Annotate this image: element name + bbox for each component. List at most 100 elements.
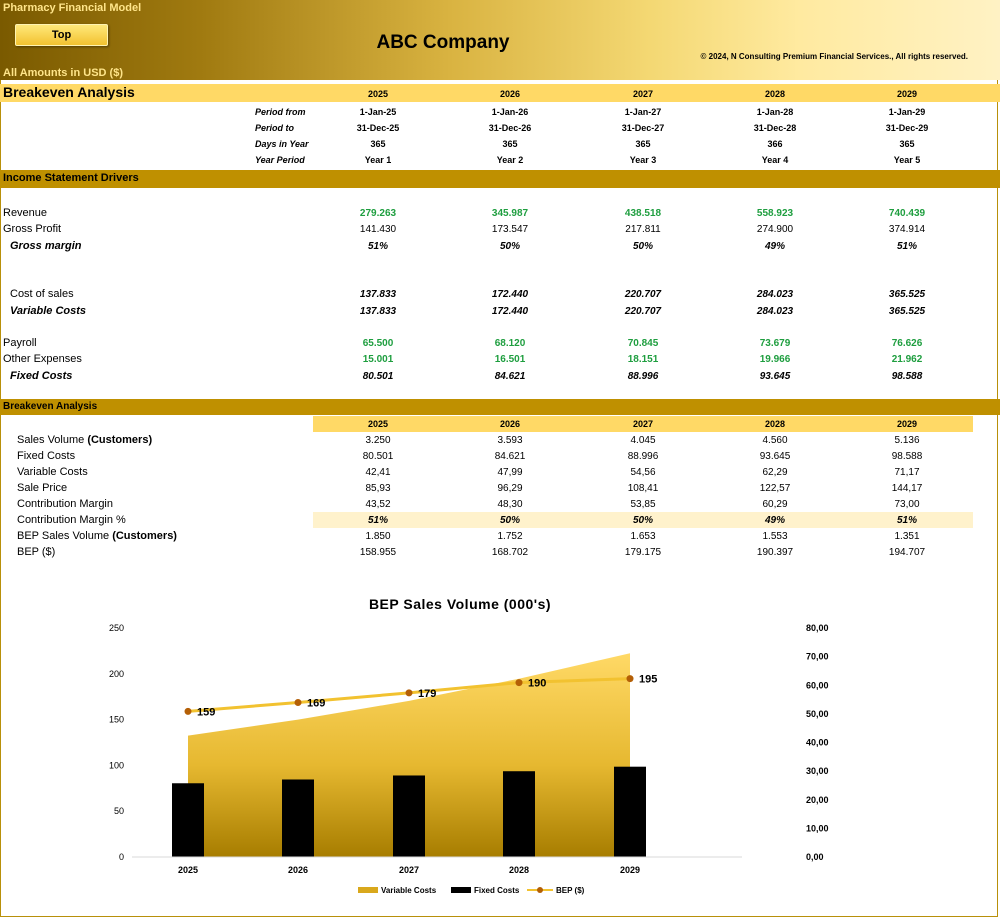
gross-margin-label: Gross margin xyxy=(10,240,82,252)
breakeven-bar xyxy=(0,399,1000,415)
revenue-value: 438.518 xyxy=(624,208,662,219)
other-expenses-value: 21.962 xyxy=(891,354,923,365)
year-header-cell: 2029 xyxy=(896,89,918,99)
fixed-costs-value: 98.588 xyxy=(891,371,923,382)
period-cell: 1-Jan-27 xyxy=(624,107,662,117)
sale-price-value: 85,93 xyxy=(365,483,391,494)
sales-volume-value: 3.593 xyxy=(497,435,523,446)
period-cell: 31-Dec-27 xyxy=(621,123,665,133)
bep-usd-value: 190.397 xyxy=(756,547,794,558)
contribution-margin-pct-value: 51% xyxy=(896,515,917,526)
payroll-value: 73.679 xyxy=(759,338,791,349)
payroll-value: 70.845 xyxy=(627,338,659,349)
year-header-cell: 2027 xyxy=(632,89,654,99)
sale-price-value: 96,29 xyxy=(497,483,523,494)
fixed-costs-value: 84.621 xyxy=(494,451,526,462)
drivers-title: Income Statement Drivers xyxy=(3,172,139,184)
revenue-value: 558.923 xyxy=(756,208,794,219)
gross-margin-value: 50% xyxy=(499,241,520,252)
sale-price-value: 122,57 xyxy=(759,483,791,494)
breakeven-year-cell: 2025 xyxy=(367,419,389,429)
cost-of-sales-value: 284.023 xyxy=(756,289,794,300)
period-cell: Year 2 xyxy=(496,155,524,165)
fixed-costs-value: 98.588 xyxy=(891,451,923,462)
variable-costs-value: 137.833 xyxy=(359,306,397,317)
variable-costs-value: 71,17 xyxy=(894,467,920,478)
contribution-margin-pct-value: 51% xyxy=(367,515,388,526)
breakeven-year-cell: 2028 xyxy=(764,419,786,429)
revenue-value: 740.439 xyxy=(888,208,926,219)
bep-volume-value: 1.351 xyxy=(894,531,920,542)
cost-of-sales-value: 137.833 xyxy=(359,289,397,300)
currency-note: All Amounts in USD ($) xyxy=(3,67,123,79)
contribution-margin-value: 53,85 xyxy=(630,499,656,510)
period-cell: 1-Jan-26 xyxy=(491,107,529,117)
variable-costs-value: 42,41 xyxy=(365,467,391,478)
variable-costs-value: 365.525 xyxy=(888,306,926,317)
bep-volume-value: 1.553 xyxy=(762,531,788,542)
bep-volume-label: BEP Sales Volume (Customers) xyxy=(17,530,177,542)
other-expenses-label: Other Expenses xyxy=(3,353,82,365)
app-title: Pharmacy Financial Model xyxy=(3,2,142,14)
period-cell: Year 5 xyxy=(893,155,921,165)
period-label: Period to xyxy=(255,123,295,133)
variable-costs-label: Variable Costs xyxy=(10,305,87,317)
period-cell: 365 xyxy=(370,139,386,149)
bep-volume-value: 1.850 xyxy=(365,531,391,542)
fixed-costs-value: 88.996 xyxy=(627,451,659,462)
bep-usd-value: 158.955 xyxy=(359,547,397,558)
breakeven-title: Breakeven Analysis xyxy=(3,401,98,412)
bep-usd-value: 168.702 xyxy=(491,547,529,558)
year-header-cell: 2026 xyxy=(499,89,521,99)
contribution-margin-pct-value: 49% xyxy=(764,515,785,526)
contribution-pct-band xyxy=(313,512,973,528)
sales-volume-value: 4.560 xyxy=(762,435,788,446)
variable-costs-value: 172.440 xyxy=(491,306,529,317)
drivers-bar xyxy=(0,170,1000,188)
fixed-costs-value: 80.501 xyxy=(362,451,394,462)
period-cell: 31-Dec-29 xyxy=(885,123,929,133)
payroll-value: 65.500 xyxy=(362,338,394,349)
cost-of-sales-value: 220.707 xyxy=(624,289,662,300)
variable-costs-value: 62,29 xyxy=(762,467,788,478)
gross-margin-value: 49% xyxy=(764,241,785,252)
revenue-value: 345.987 xyxy=(491,208,529,219)
period-cell: 1-Jan-29 xyxy=(888,107,926,117)
sale-price-value: 108,41 xyxy=(627,483,659,494)
breakeven-year-cell: 2026 xyxy=(499,419,521,429)
period-cell: 366 xyxy=(767,139,783,149)
fixed-costs-value: 80.501 xyxy=(362,371,394,382)
period-cell: 31-Dec-28 xyxy=(753,123,797,133)
period-cell: Year 4 xyxy=(761,155,789,165)
sales-volume-value: 3.250 xyxy=(365,435,391,446)
breakeven-year-band xyxy=(313,416,973,432)
variable-costs-value: 54,56 xyxy=(630,467,656,478)
contribution-margin-pct-value: 50% xyxy=(632,515,653,526)
other-expenses-value: 19.966 xyxy=(759,354,791,365)
contribution-margin-value: 60,29 xyxy=(762,499,788,510)
gross-margin-value: 51% xyxy=(367,241,388,252)
header-banner: Pharmacy Financial Model Top ABC Company… xyxy=(0,0,1000,80)
company-name: ABC Company xyxy=(376,32,510,53)
contribution-margin-label: Contribution Margin xyxy=(17,498,113,510)
sale-price-value: 144,17 xyxy=(891,483,923,494)
cost-of-sales-value: 172.440 xyxy=(491,289,529,300)
contribution-margin-value: 43,52 xyxy=(365,499,391,510)
other-expenses-value: 18.151 xyxy=(627,354,659,365)
gross-profit-value: 141.430 xyxy=(359,224,397,235)
sales-volume-value: 5.136 xyxy=(894,435,920,446)
bep-usd-value: 194.707 xyxy=(888,547,926,558)
bep-volume-value: 1.653 xyxy=(630,531,656,542)
gross-profit-value: 274.900 xyxy=(756,224,794,235)
contribution-margin-pct-label: Contribution Margin % xyxy=(17,514,126,526)
revenue-label: Revenue xyxy=(3,207,48,219)
period-cell: 365 xyxy=(502,139,518,149)
top-button[interactable]: Top xyxy=(15,24,108,46)
title-band xyxy=(0,84,1000,102)
period-cell: 365 xyxy=(635,139,651,149)
bep-usd-value: 179.175 xyxy=(624,547,662,558)
page-title: Breakeven Analysis xyxy=(3,84,135,100)
breakeven-year-cell: 2027 xyxy=(632,419,654,429)
gross-margin-value: 50% xyxy=(632,241,653,252)
sales-volume-value: 4.045 xyxy=(630,435,656,446)
